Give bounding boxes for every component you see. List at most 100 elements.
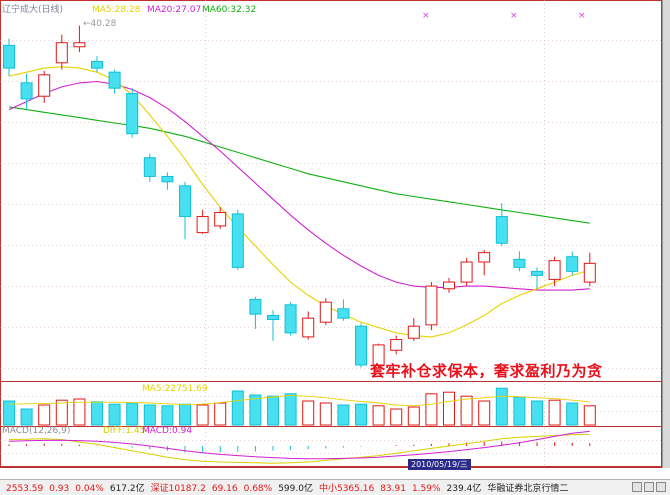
volume-bar xyxy=(302,400,315,426)
volume-bar xyxy=(126,402,139,426)
settings-icon[interactable] xyxy=(656,482,666,493)
candle-body xyxy=(337,308,350,319)
candlestick xyxy=(91,56,103,73)
volume-bar xyxy=(372,405,385,426)
volume-bar xyxy=(55,399,68,426)
candlestick xyxy=(126,88,139,138)
volume-bar xyxy=(73,398,86,426)
candlestick xyxy=(513,251,526,272)
dif-line xyxy=(8,433,590,464)
alert-icon[interactable] xyxy=(644,482,654,493)
candlestick xyxy=(460,258,473,287)
high-price-marker: ←40.28 xyxy=(83,19,117,29)
kline-chart-area[interactable]: × × × 辽宁成大(日线) MA5:28.28 MA20:27.07 MA60:32.32… xyxy=(0,0,662,468)
event-marker: × xyxy=(422,11,430,21)
ma-legend-item: MA60:32.32 xyxy=(202,5,256,15)
date-tooltip: 2010/05/19/三 xyxy=(408,459,471,470)
candlestick xyxy=(548,256,561,287)
candlestick xyxy=(196,209,209,234)
status-quote-item: 深证10187.2 xyxy=(150,484,206,494)
candle-body xyxy=(196,216,209,234)
status-icons xyxy=(628,482,670,493)
candle-body xyxy=(249,298,262,315)
candle-body xyxy=(143,157,156,177)
status-quote-item: 华融证券北京行情二 xyxy=(487,484,569,494)
moving-average-lines xyxy=(8,66,590,338)
status-quote-item: 中小5365.16 xyxy=(318,484,375,494)
candlestick xyxy=(443,278,455,293)
candlestick xyxy=(478,249,491,276)
candlestick xyxy=(179,181,191,240)
macd-title: MACD(12,26,9) xyxy=(2,426,70,436)
candle-body xyxy=(460,261,473,283)
right-scrollbar[interactable] xyxy=(662,0,670,468)
kline-chart-svg[interactable]: × × × 辽宁成大(日线) MA5:28.28 MA20:27.07 MA60:32.32… xyxy=(0,0,662,468)
volume-bar xyxy=(91,401,103,426)
volume-bar xyxy=(143,404,156,426)
volume-bar xyxy=(407,406,420,426)
candlestick xyxy=(302,311,315,340)
dea-line xyxy=(8,430,590,460)
candlestick xyxy=(495,203,508,246)
volume-bar xyxy=(460,395,473,426)
candle-body xyxy=(407,325,420,339)
candle-body xyxy=(319,301,332,323)
volume-bar xyxy=(249,394,262,426)
candle-body xyxy=(372,344,385,366)
candle-body xyxy=(531,270,543,276)
macd-indicator xyxy=(8,430,591,464)
candle-body xyxy=(443,281,455,290)
candle-body xyxy=(73,42,86,48)
candlestick xyxy=(407,318,420,341)
candlestick xyxy=(372,343,385,368)
ma60-line xyxy=(8,106,590,224)
candle-body xyxy=(284,304,297,334)
event-marker: × xyxy=(578,11,586,21)
candle-body xyxy=(355,325,367,366)
candle-body xyxy=(55,42,68,64)
ma20-line xyxy=(8,80,590,291)
status-quote-item: 617.2亿 xyxy=(109,484,145,494)
candle-body xyxy=(495,216,508,244)
candlestick xyxy=(583,252,596,287)
candle-body xyxy=(3,44,15,69)
volume-bar xyxy=(108,403,121,426)
ma-legend-item: MA20:27.07 xyxy=(147,5,201,15)
event-marker: × xyxy=(510,11,518,21)
candle-body xyxy=(91,60,103,69)
macd-value-label: MACD:0.94 xyxy=(142,426,192,436)
volume-bar xyxy=(284,393,297,426)
volume-bar xyxy=(478,400,491,426)
status-quote-item: 69.16 xyxy=(211,484,238,494)
candlestick xyxy=(566,251,579,276)
candlestick xyxy=(531,267,543,289)
volume-ma5-line xyxy=(8,394,590,407)
candle-body xyxy=(513,258,526,268)
candlestick-series[interactable] xyxy=(3,25,596,368)
candlestick xyxy=(319,298,332,325)
candlestick xyxy=(355,323,367,368)
candle-body xyxy=(548,260,561,280)
status-quote-item: 599.0亿 xyxy=(278,484,313,494)
grid-layer xyxy=(0,0,662,468)
candle-body xyxy=(566,256,579,272)
candle-body xyxy=(161,175,174,183)
volume-bars xyxy=(3,387,596,426)
candlestick xyxy=(231,209,244,271)
volume-bar xyxy=(355,403,367,426)
volume-bar xyxy=(161,405,174,426)
candle-body xyxy=(214,212,227,227)
volume-bar xyxy=(231,390,244,426)
connection-icon[interactable] xyxy=(632,482,642,493)
macd-dif-label: DIFF:1.45 xyxy=(103,426,145,436)
candlestick xyxy=(390,335,403,355)
volume-bar xyxy=(443,391,455,426)
candlestick xyxy=(38,70,51,103)
volume-bar xyxy=(583,405,596,426)
volume-bar xyxy=(214,402,227,426)
volume-bar xyxy=(390,408,403,426)
candlestick xyxy=(249,296,262,329)
volume-bar xyxy=(38,404,51,426)
candlestick xyxy=(73,25,86,53)
volume-bar xyxy=(513,396,526,426)
